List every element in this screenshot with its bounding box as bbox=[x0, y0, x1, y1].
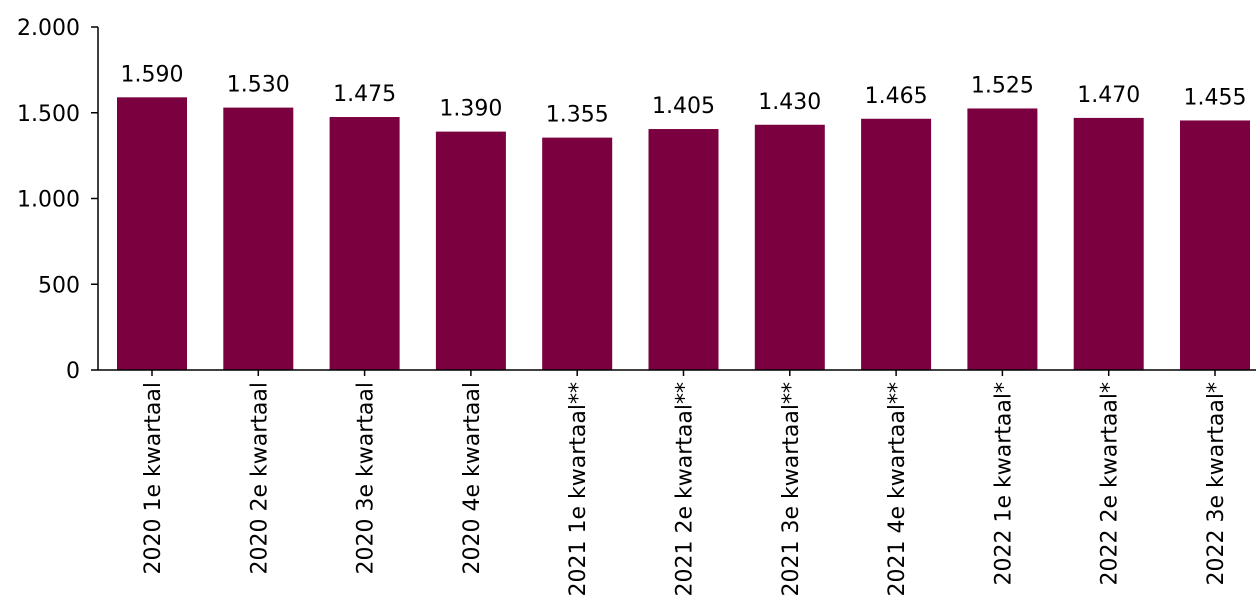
bar bbox=[648, 129, 719, 370]
data-label: 1.465 bbox=[865, 84, 928, 109]
bar bbox=[223, 107, 294, 370]
bar bbox=[861, 118, 932, 370]
x-tick-label: 2020 3e kwartaal bbox=[354, 382, 379, 574]
x-tick-label: 2020 1e kwartaal bbox=[141, 382, 166, 574]
bar bbox=[1073, 117, 1144, 371]
y-tick-label: 2.000 bbox=[17, 16, 80, 41]
data-label: 1.405 bbox=[652, 94, 715, 119]
x-tick-label: 2022 3e kwartaal* bbox=[1204, 382, 1229, 585]
y-tick-label: 1.500 bbox=[17, 102, 80, 127]
x-tick-label: 2020 4e kwartaal bbox=[460, 382, 485, 574]
bar bbox=[542, 137, 613, 370]
data-label: 1.525 bbox=[971, 73, 1034, 98]
y-tick-label: 500 bbox=[38, 273, 80, 298]
x-tick-label: 2021 2e kwartaal** bbox=[673, 382, 698, 596]
data-label: 1.390 bbox=[439, 97, 502, 122]
bar bbox=[435, 131, 506, 370]
bars-group bbox=[117, 97, 1250, 371]
x-tick-label: 2022 1e kwartaal* bbox=[991, 382, 1016, 585]
bar bbox=[1180, 120, 1250, 370]
data-label: 1.430 bbox=[758, 90, 821, 115]
x-tick-label: 2021 3e kwartaal** bbox=[779, 382, 804, 596]
data-label: 1.475 bbox=[333, 82, 396, 107]
bar bbox=[754, 124, 825, 370]
data-label: 1.530 bbox=[227, 73, 290, 98]
data-labels-group: 1.590 1.530 1.475 1.390 1.355 1.405 1.430 1.465… bbox=[121, 62, 1247, 127]
x-tick-label: 2020 2e kwartaal bbox=[247, 382, 272, 574]
data-label: 1.470 bbox=[1077, 83, 1140, 108]
data-label: 1.355 bbox=[546, 103, 609, 128]
bar bbox=[117, 97, 187, 370]
x-tick-label: 2021 4e kwartaal** bbox=[885, 382, 910, 596]
data-label: 1.455 bbox=[1184, 85, 1247, 110]
y-tick-label: 1.000 bbox=[17, 188, 80, 213]
x-axis: 2020 1e kwartaal 2020 2e kwartaal 2020 3e … bbox=[98, 369, 1256, 596]
y-tick-label: 0 bbox=[66, 359, 80, 384]
data-label: 1.590 bbox=[121, 62, 184, 87]
bar bbox=[967, 108, 1038, 371]
bar bbox=[329, 117, 400, 370]
x-tick-label: 2021 1e kwartaal** bbox=[566, 382, 591, 596]
x-tick-label: 2022 2e kwartaal* bbox=[1098, 382, 1123, 585]
y-axis: 0 500 1.000 1.500 2.000 bbox=[17, 16, 99, 384]
